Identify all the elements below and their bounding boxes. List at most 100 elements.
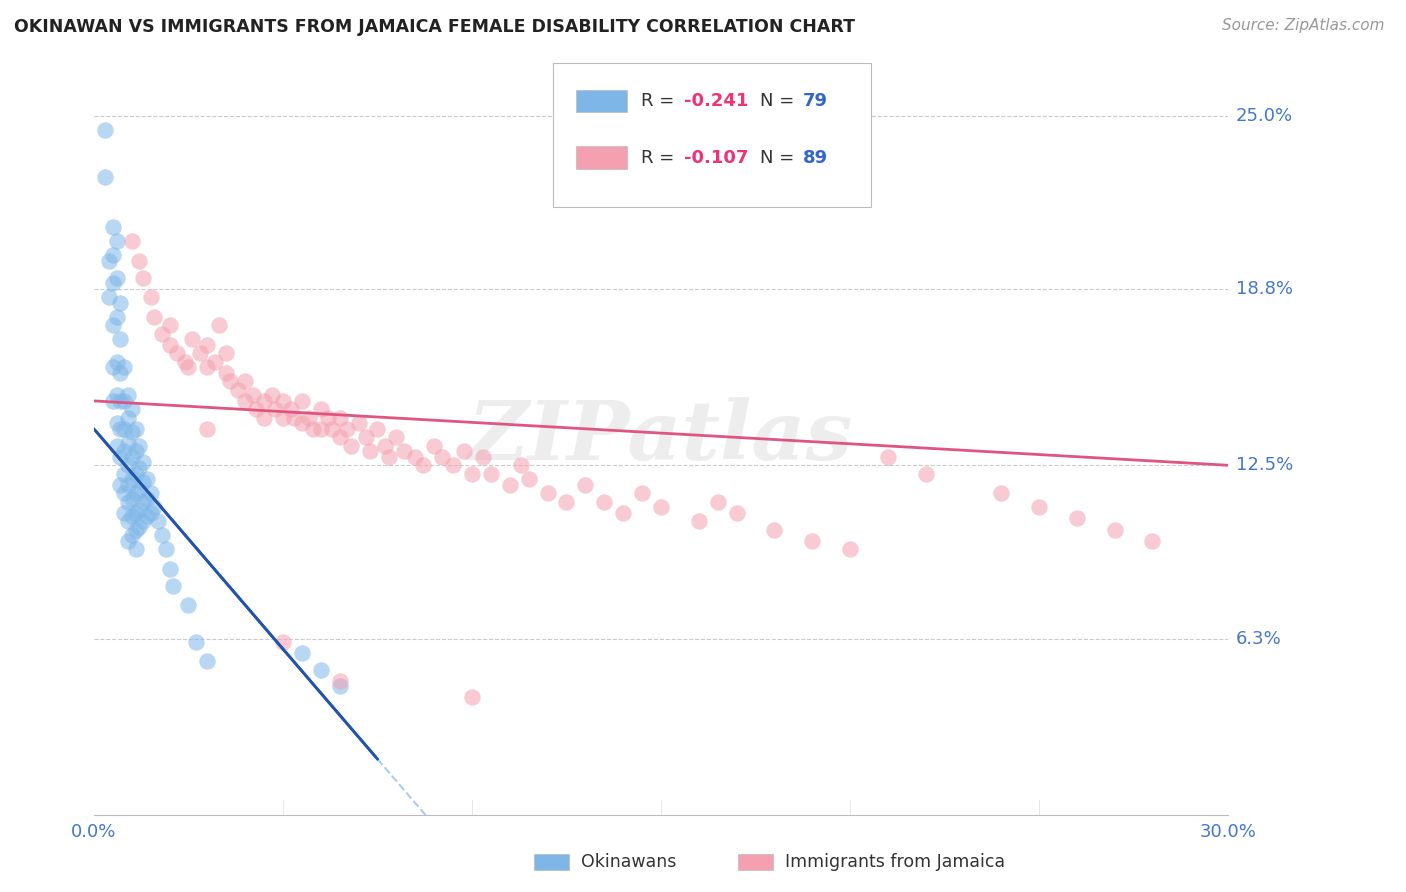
Point bbox=[839, 542, 862, 557]
Point bbox=[271, 393, 294, 408]
Point bbox=[148, 514, 170, 528]
Point bbox=[208, 318, 231, 333]
Text: N =: N = bbox=[759, 149, 800, 167]
Point bbox=[291, 646, 314, 660]
Point bbox=[112, 444, 135, 458]
Point bbox=[374, 439, 396, 453]
Point bbox=[135, 472, 157, 486]
Point bbox=[302, 422, 325, 436]
Text: Source: ZipAtlas.com: Source: ZipAtlas.com bbox=[1222, 18, 1385, 33]
Point bbox=[195, 422, 218, 436]
Point bbox=[461, 690, 484, 705]
Point bbox=[1104, 523, 1126, 537]
Point bbox=[150, 528, 173, 542]
Point bbox=[139, 506, 162, 520]
Point bbox=[110, 296, 132, 310]
Point bbox=[801, 533, 824, 548]
Point bbox=[124, 523, 146, 537]
Point bbox=[121, 491, 143, 506]
Text: 12.5%: 12.5% bbox=[1236, 457, 1294, 475]
Point bbox=[105, 235, 128, 249]
Point bbox=[453, 444, 475, 458]
Text: Okinawans: Okinawans bbox=[581, 853, 676, 871]
Text: Immigrants from Jamaica: Immigrants from Jamaica bbox=[785, 853, 1005, 871]
Point bbox=[110, 422, 132, 436]
Point bbox=[101, 248, 124, 262]
Point bbox=[139, 290, 162, 304]
Text: -0.107: -0.107 bbox=[683, 149, 748, 167]
Point bbox=[128, 503, 150, 517]
Point bbox=[105, 355, 128, 369]
Point bbox=[112, 360, 135, 375]
Point bbox=[101, 393, 124, 408]
Point bbox=[188, 346, 211, 360]
Text: 18.8%: 18.8% bbox=[1236, 280, 1292, 298]
Point bbox=[173, 355, 195, 369]
Point bbox=[253, 410, 276, 425]
Point bbox=[132, 475, 155, 489]
Point bbox=[412, 458, 434, 473]
Point bbox=[135, 491, 157, 506]
Point bbox=[271, 410, 294, 425]
Point bbox=[117, 533, 139, 548]
Point bbox=[132, 514, 155, 528]
Point bbox=[98, 254, 121, 268]
Point bbox=[128, 483, 150, 498]
Point bbox=[177, 360, 200, 375]
Point bbox=[392, 444, 415, 458]
Point bbox=[593, 494, 616, 508]
Text: -0.241: -0.241 bbox=[683, 92, 748, 110]
Point bbox=[280, 402, 302, 417]
Point bbox=[264, 402, 287, 417]
Text: N =: N = bbox=[759, 92, 800, 110]
Point bbox=[132, 270, 155, 285]
Point bbox=[245, 402, 267, 417]
Point bbox=[990, 486, 1012, 500]
Point bbox=[219, 375, 242, 389]
Bar bbox=[576, 90, 627, 112]
Point bbox=[121, 450, 143, 464]
Point bbox=[105, 439, 128, 453]
Point bbox=[329, 430, 352, 444]
Point bbox=[117, 436, 139, 450]
Point bbox=[215, 366, 238, 380]
Bar bbox=[576, 146, 627, 169]
Point bbox=[461, 467, 484, 481]
Point bbox=[385, 430, 408, 444]
Point bbox=[283, 410, 305, 425]
Point bbox=[121, 402, 143, 417]
Point bbox=[121, 508, 143, 523]
Point bbox=[336, 422, 359, 436]
Text: 79: 79 bbox=[803, 92, 828, 110]
Text: 25.0%: 25.0% bbox=[1236, 106, 1292, 125]
Point bbox=[472, 450, 495, 464]
Point bbox=[479, 467, 502, 481]
Point bbox=[725, 506, 748, 520]
Point bbox=[404, 450, 426, 464]
Point bbox=[347, 417, 370, 431]
Point bbox=[195, 360, 218, 375]
Point bbox=[233, 375, 256, 389]
Point bbox=[517, 472, 540, 486]
Point bbox=[181, 332, 204, 346]
Point bbox=[354, 430, 377, 444]
Point bbox=[112, 506, 135, 520]
Point bbox=[914, 467, 936, 481]
Point bbox=[195, 338, 218, 352]
Point bbox=[124, 422, 146, 436]
Point bbox=[309, 422, 332, 436]
Point bbox=[329, 410, 352, 425]
Point bbox=[121, 472, 143, 486]
Point bbox=[143, 500, 166, 515]
Point bbox=[121, 528, 143, 542]
Point bbox=[124, 542, 146, 557]
Point bbox=[574, 478, 596, 492]
Point bbox=[204, 355, 226, 369]
Point bbox=[1142, 533, 1164, 548]
Point bbox=[430, 450, 453, 464]
Point bbox=[423, 439, 446, 453]
Point bbox=[110, 393, 132, 408]
Point bbox=[1028, 500, 1050, 515]
Point bbox=[101, 220, 124, 235]
Point bbox=[321, 422, 343, 436]
